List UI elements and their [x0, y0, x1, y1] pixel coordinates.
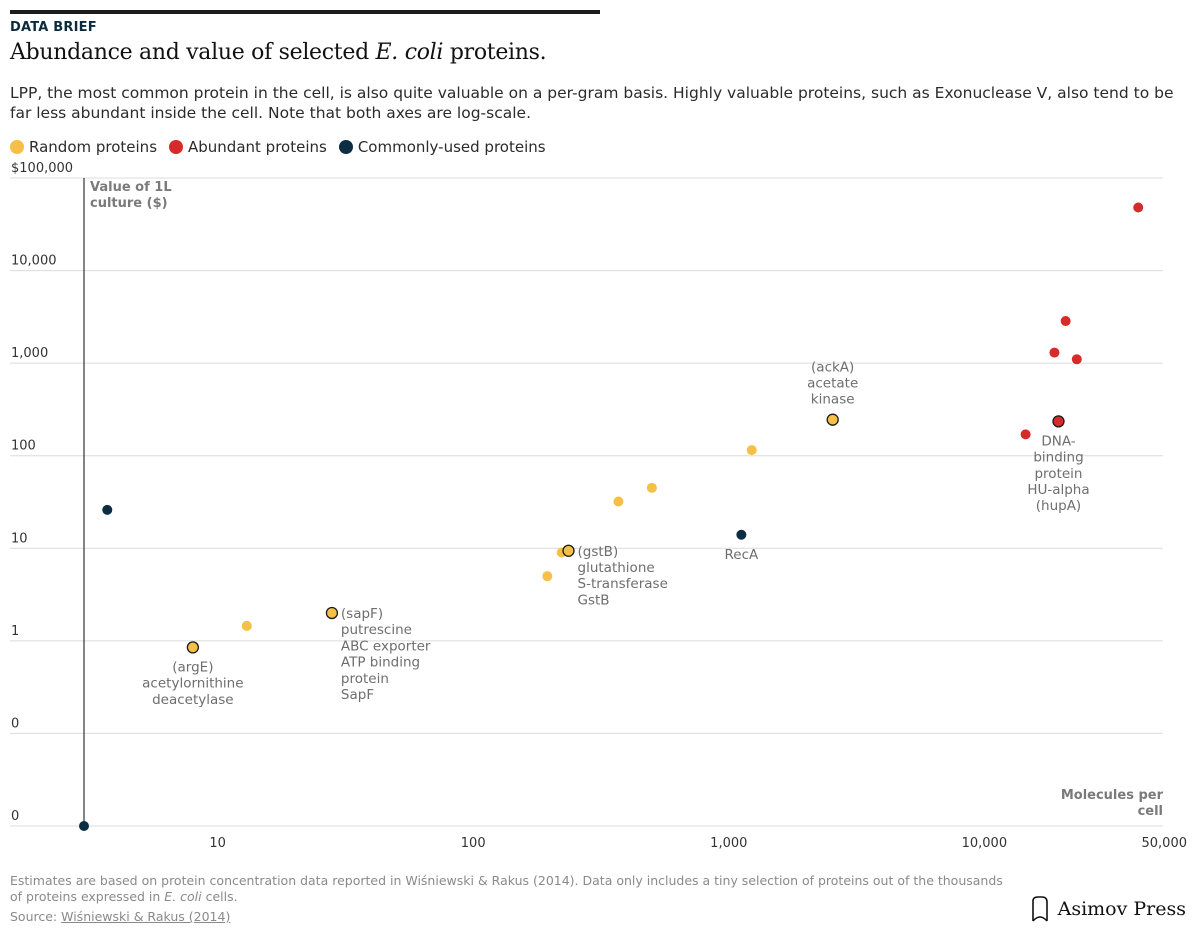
data-point — [1020, 429, 1031, 440]
source-link[interactable]: Wiśniewski & Rakus (2014) — [61, 909, 231, 924]
source-label: Source: — [10, 909, 62, 924]
legend-item-common: Commonly-used proteins — [338, 138, 546, 156]
point-annotation: (ackA) acetate kinase — [807, 359, 858, 407]
point-annotation: (argE) acetylornithine deacetylase — [142, 659, 243, 707]
annotation-line: (hupA) — [1036, 498, 1081, 514]
y-tick-label: 0 — [11, 716, 19, 731]
annotation-line: HU-alpha — [1027, 482, 1089, 498]
y-tick-label: 1 — [11, 624, 19, 639]
title-post: proteins. — [443, 40, 547, 65]
annotation-line: (argE) — [172, 659, 213, 675]
data-point — [1049, 347, 1060, 358]
x-tick-label: 100 — [461, 836, 486, 851]
annotation-line: SapF — [341, 687, 374, 703]
y-tick-label: 10,000 — [11, 254, 57, 269]
data-point — [562, 544, 575, 557]
data-point — [186, 641, 200, 654]
data-point — [102, 504, 113, 515]
data-point — [241, 620, 252, 631]
legend-item-abundant: Abundant proteins — [169, 138, 327, 156]
annotation-line: protein — [1034, 466, 1082, 482]
legend-swatch-common — [338, 140, 353, 154]
y-tick-label: 100 — [11, 439, 36, 454]
brand: Asimov Press — [1030, 895, 1186, 923]
y-tick-label: 0 — [11, 809, 19, 824]
annotation-line: ATP binding — [341, 655, 420, 671]
x-axis-title: Molecules per cell — [1061, 788, 1164, 819]
data-point — [1133, 202, 1144, 213]
data-point — [736, 529, 747, 540]
point-annotation: (sapF) putrescine ABC exporter ATP binding p… — [341, 606, 431, 703]
x-tick-label: 10 — [209, 836, 226, 851]
annotation-line: (ackA) — [811, 359, 854, 375]
footnote-species: E. coli — [164, 889, 202, 904]
x-tick-label: 1,000 — [710, 836, 747, 851]
legend-label-random: Random proteins — [29, 138, 158, 156]
data-point — [325, 606, 339, 620]
x-tick-label: 10,000 — [962, 836, 1008, 851]
x-axis-title-line: Molecules per — [1061, 788, 1164, 803]
chart-title: Abundance and value of selected E. coli … — [10, 40, 547, 65]
footnote-pre: Estimates are based on protein concentra… — [10, 873, 1003, 904]
legend-swatch-abundant — [169, 140, 184, 154]
annotation-line: binding — [1033, 450, 1083, 466]
legend-label-common: Commonly-used proteins — [357, 138, 546, 156]
annotation-line: ABC exporter — [341, 638, 431, 654]
annotation-line: putrescine — [341, 622, 412, 638]
legend-item-random: Random proteins — [10, 138, 157, 156]
point-annotation: (gstB) glutathione S-transferase GstB — [578, 544, 668, 609]
annotation-line: protein — [341, 671, 389, 687]
y-tick-label: 10 — [11, 531, 28, 546]
data-point — [826, 413, 839, 426]
point-annotation: DNA-binding protein HU-alpha (hupA) — [1027, 433, 1089, 514]
annotation-line: deacetylase — [152, 692, 234, 708]
data-point — [1060, 316, 1071, 327]
annotation-line: RecA — [724, 547, 759, 563]
data-point — [613, 496, 624, 507]
legend-swatch-random — [10, 140, 24, 154]
kicker: DATA BRIEF — [10, 20, 97, 35]
data-point — [542, 571, 553, 582]
point-annotation: RecA — [724, 547, 759, 563]
asimov-logo-icon — [1031, 896, 1048, 922]
annotation-line: (gstB) — [578, 544, 619, 560]
y-axis-title: Value of 1L culture ($) — [90, 180, 172, 211]
title-species: E. coli — [375, 40, 444, 65]
y-tick-label: 1,000 — [11, 346, 48, 361]
y-tick-label: $100,000 — [11, 161, 73, 176]
data-point — [1052, 415, 1065, 428]
y-axis-title-line: Value of 1L — [90, 180, 172, 195]
chart-subtitle: LPP, the most common protein in the cell… — [10, 84, 1174, 122]
annotation-line: glutathione — [578, 560, 655, 576]
data-point — [646, 482, 657, 493]
source-line: Source: Wiśniewski & Rakus (2014) — [10, 909, 230, 924]
annotation-line: S-transferase — [578, 576, 668, 592]
annotation-line: DNA- — [1041, 433, 1075, 449]
annotation-line: GstB — [578, 592, 610, 608]
annotation-line: (sapF) — [341, 606, 383, 622]
x-tick-label: 50,000 — [1142, 836, 1188, 851]
data-point — [1071, 354, 1082, 365]
brand-name: Asimov Press — [1057, 898, 1186, 920]
legend: Random proteins Abundant proteins Common… — [10, 138, 558, 156]
y-axis-title-line: culture ($) — [90, 196, 168, 211]
footnote-post: cells. — [201, 889, 238, 904]
data-point — [746, 445, 757, 456]
footnote: Estimates are based on protein concentra… — [10, 873, 1010, 905]
title-pre: Abundance and value of selected — [10, 40, 376, 65]
annotation-line: kinase — [811, 392, 855, 408]
annotation-line: acetate — [807, 375, 858, 391]
annotation-line: acetylornithine — [142, 676, 243, 692]
x-axis-title-line: cell — [1138, 804, 1163, 819]
top-rule — [10, 10, 600, 14]
legend-label-abundant: Abundant proteins — [188, 138, 327, 156]
data-point — [79, 821, 89, 831]
